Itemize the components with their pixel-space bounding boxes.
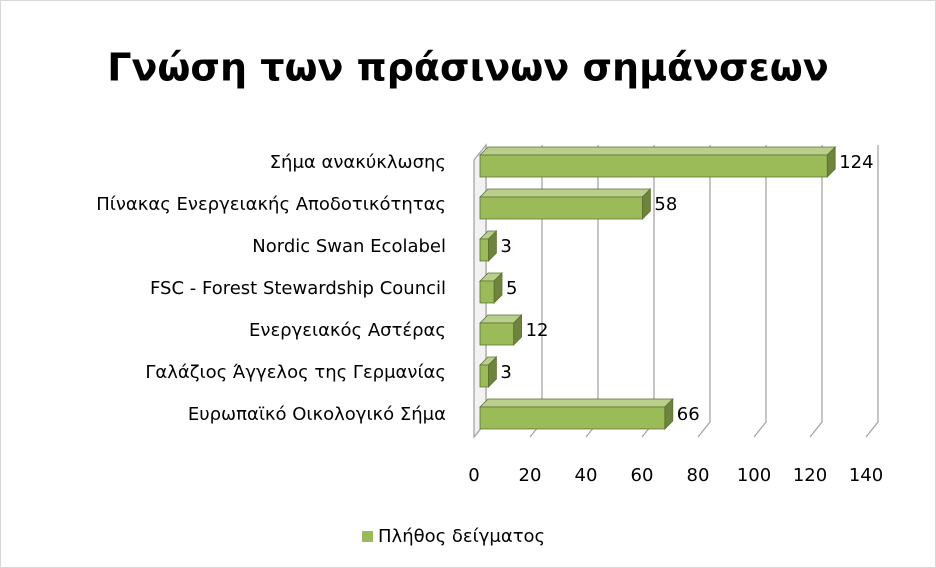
data-label: 124	[839, 152, 873, 173]
y-tick-label: Γαλάζιος Άγγελος της Γερμανίας	[145, 362, 446, 383]
x-tick-label: 120	[793, 465, 827, 486]
data-label: 3	[500, 236, 511, 257]
bar	[479, 230, 498, 262]
y-tick-label: Ευρωπαϊκό Οικολογικό Σήμα	[188, 404, 446, 425]
data-label: 58	[654, 194, 677, 215]
bar	[479, 272, 503, 304]
legend-label: Πλήθος δείγματος	[378, 526, 545, 547]
x-tick-label: 20	[519, 465, 542, 486]
data-label: 5	[506, 278, 517, 299]
x-tick-label: 60	[631, 465, 654, 486]
data-label: 12	[526, 320, 549, 341]
chart-title: Γνώση των πράσινων σημάνσεων	[107, 46, 828, 90]
grid-line	[865, 145, 879, 438]
x-tick-label: 140	[849, 465, 883, 486]
x-tick-label: 40	[575, 465, 598, 486]
bar	[479, 188, 652, 220]
x-tick-label: 80	[687, 465, 710, 486]
legend-swatch	[362, 531, 373, 542]
data-label: 66	[677, 404, 700, 425]
y-tick-label: Nordic Swan Ecolabel	[252, 236, 446, 257]
grid-line	[753, 145, 767, 438]
bar	[479, 356, 498, 388]
grid-line	[697, 145, 711, 438]
bar	[479, 314, 523, 346]
y-tick-label: FSC - Forest Stewardship Council	[150, 278, 446, 299]
y-tick-label: Πίνακας Ενεργειακής Αποδοτικότητας	[96, 194, 446, 215]
bar	[479, 146, 837, 178]
y-tick-label: Σήμα ανακύκλωσης	[270, 152, 446, 173]
y-tick-label: Ενεργειακός Αστέρας	[249, 320, 446, 341]
grid-line	[809, 145, 823, 438]
bar	[479, 398, 674, 430]
data-label: 3	[500, 362, 511, 383]
x-tick-label: 100	[737, 465, 771, 486]
x-tick-label: 0	[468, 465, 479, 486]
